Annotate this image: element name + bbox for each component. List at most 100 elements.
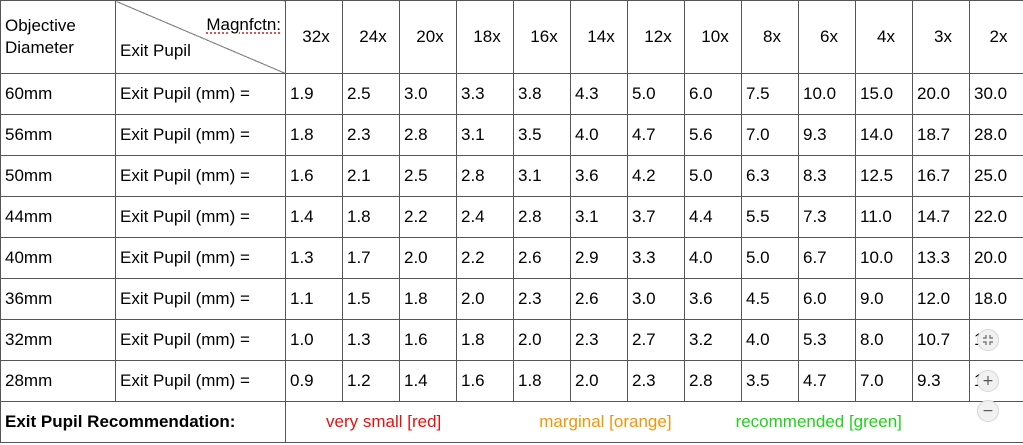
exit-pupil-value-cell: 7.0 bbox=[741, 114, 799, 156]
exit-pupil-value-cell: 1.9 bbox=[285, 73, 343, 115]
exit-pupil-value-cell: 9.3 bbox=[798, 114, 856, 156]
exit-pupil-value-cell: 14.7 bbox=[912, 196, 970, 238]
exit-pupil-value-cell: 5.5 bbox=[741, 196, 799, 238]
exit-pupil-value-cell: 4.0 bbox=[684, 237, 742, 279]
exit-pupil-value-cell: 15.0 bbox=[855, 73, 913, 115]
exit-pupil-value-cell: 3.2 bbox=[684, 319, 742, 361]
exit-pupil-label-cell: Exit Pupil (mm) = bbox=[115, 319, 286, 361]
exit-pupil-value-cell: 2.6 bbox=[570, 278, 628, 320]
exit-pupil-value-cell: 14.0 bbox=[855, 114, 913, 156]
legend-orange: marginal [orange] bbox=[539, 412, 672, 431]
exit-pupil-value-cell: 4.7 bbox=[798, 360, 856, 402]
exit-pupil-label-cell: Exit Pupil (mm) = bbox=[115, 155, 286, 197]
exit-pupil-value-cell: 22.0 bbox=[969, 196, 1023, 238]
exit-pupil-label-cell: Exit Pupil (mm) = bbox=[115, 278, 286, 320]
exit-pupil-value-cell: 1.7 bbox=[342, 237, 400, 279]
magnification-header-label: Magnfctn: bbox=[206, 15, 281, 34]
legend-red: very small [red] bbox=[326, 412, 442, 431]
objective-diameter-cell: 36mm bbox=[0, 278, 116, 320]
objective-diameter-cell: 56mm bbox=[0, 114, 116, 156]
exit-pupil-value-cell: 4.0 bbox=[741, 319, 799, 361]
exit-pupil-value-cell: 20.0 bbox=[912, 73, 970, 115]
exit-pupil-value-cell: 2.8 bbox=[513, 196, 571, 238]
exit-pupil-value-cell: 4.5 bbox=[741, 278, 799, 320]
exit-pupil-value-cell: 25.0 bbox=[969, 155, 1023, 197]
table-row: 44mm Exit Pupil (mm) = 1.4 1.8 2.2 2.4 2.8 3.1 3… bbox=[0, 196, 1023, 238]
mag-header-32x: 32x bbox=[285, 0, 343, 74]
mag-header-8x: 8x bbox=[741, 0, 799, 74]
recommendation-row: Exit Pupil Recommendation: very small [r… bbox=[0, 401, 1023, 443]
table-row: 60mm Exit Pupil (mm) = 1.9 2.5 3.0 3.3 3.8 4.3 5… bbox=[0, 73, 1023, 115]
fit-screen-icon bbox=[983, 335, 993, 345]
exit-pupil-value-cell: 1.1 bbox=[285, 278, 343, 320]
exit-pupil-label-cell: Exit Pupil (mm) = bbox=[115, 360, 286, 402]
legend-green: recommended [green] bbox=[735, 412, 902, 431]
fit-screen-button[interactable] bbox=[977, 329, 999, 351]
exit-pupil-value-cell: 6.3 bbox=[741, 155, 799, 197]
exit-pupil-value-cell: 6.0 bbox=[684, 73, 742, 115]
exit-pupil-value-cell: 1.5 bbox=[342, 278, 400, 320]
mag-header-10x: 10x bbox=[684, 0, 742, 74]
exit-pupil-value-cell: 4.0 bbox=[570, 114, 628, 156]
table-row: 50mm Exit Pupil (mm) = 1.6 2.1 2.5 2.8 3.1 3.6 4… bbox=[0, 155, 1023, 197]
exit-pupil-value-cell: 5.0 bbox=[627, 73, 685, 115]
exit-pupil-value-cell: 4.7 bbox=[627, 114, 685, 156]
exit-pupil-value-cell: 9.3 bbox=[912, 360, 970, 402]
exit-pupil-label-cell: Exit Pupil (mm) = bbox=[115, 196, 286, 238]
objective-diameter-cell: 40mm bbox=[0, 237, 116, 279]
exit-pupil-value-cell: 2.9 bbox=[570, 237, 628, 279]
exit-pupil-value-cell: 2.0 bbox=[456, 278, 514, 320]
exit-pupil-value-cell: 1.8 bbox=[399, 278, 457, 320]
recommendation-legend: very small [red] marginal [orange] recom… bbox=[285, 401, 1023, 443]
exit-pupil-value-cell: 4.4 bbox=[684, 196, 742, 238]
header-row: Objective Diameter Magnfctn: Exit Pupil … bbox=[0, 0, 1023, 74]
exit-pupil-value-cell: 7.3 bbox=[798, 196, 856, 238]
exit-pupil-value-cell: 0.9 bbox=[285, 360, 343, 402]
exit-pupil-value-cell: 1.8 bbox=[342, 196, 400, 238]
exit-pupil-value-cell: 3.5 bbox=[741, 360, 799, 402]
exit-pupil-value-cell: 20.0 bbox=[969, 237, 1023, 279]
exit-pupil-value-cell: 4.3 bbox=[570, 73, 628, 115]
exit-pupil-value-cell: 2.4 bbox=[456, 196, 514, 238]
exit-pupil-value-cell: 1.3 bbox=[342, 319, 400, 361]
exit-pupil-value-cell: 28.0 bbox=[969, 114, 1023, 156]
exit-pupil-value-cell: 6.0 bbox=[798, 278, 856, 320]
exit-pupil-header-label: Exit Pupil bbox=[120, 41, 191, 60]
exit-pupil-value-cell: 12.0 bbox=[912, 278, 970, 320]
zoom-in-button[interactable]: + bbox=[977, 370, 999, 392]
exit-pupil-value-cell: 11.0 bbox=[855, 196, 913, 238]
exit-pupil-value-cell: 6.7 bbox=[798, 237, 856, 279]
objective-diameter-cell: 50mm bbox=[0, 155, 116, 197]
exit-pupil-value-cell: 1.6 bbox=[285, 155, 343, 197]
exit-pupil-value-cell: 2.6 bbox=[513, 237, 571, 279]
exit-pupil-value-cell: 5.0 bbox=[741, 237, 799, 279]
mag-header-12x: 12x bbox=[627, 0, 685, 74]
mag-header-3x: 3x bbox=[912, 0, 970, 74]
objective-diameter-header: Objective Diameter bbox=[0, 0, 116, 74]
exit-pupil-value-cell: 2.0 bbox=[513, 319, 571, 361]
exit-pupil-value-cell: 1.8 bbox=[456, 319, 514, 361]
exit-pupil-value-cell: 2.3 bbox=[342, 114, 400, 156]
mag-header-14x: 14x bbox=[570, 0, 628, 74]
table-row: 28mm Exit Pupil (mm) = 0.9 1.2 1.4 1.6 1.8 2.0 2… bbox=[0, 360, 1023, 402]
mag-header-4x: 4x bbox=[855, 0, 913, 74]
exit-pupil-label-cell: Exit Pupil (mm) = bbox=[115, 114, 286, 156]
zoom-out-button[interactable]: − bbox=[977, 400, 999, 422]
table-row: 56mm Exit Pupil (mm) = 1.8 2.3 2.8 3.1 3.5 4.0 4… bbox=[0, 114, 1023, 156]
exit-pupil-label-cell: Exit Pupil (mm) = bbox=[115, 237, 286, 279]
recommendation-title: Exit Pupil Recommendation: bbox=[0, 401, 286, 443]
exit-pupil-value-cell: 1.6 bbox=[456, 360, 514, 402]
exit-pupil-value-cell: 3.6 bbox=[570, 155, 628, 197]
exit-pupil-value-cell: 3.7 bbox=[627, 196, 685, 238]
exit-pupil-value-cell: 2.3 bbox=[570, 319, 628, 361]
exit-pupil-value-cell: 1.0 bbox=[285, 319, 343, 361]
exit-pupil-value-cell: 3.3 bbox=[456, 73, 514, 115]
exit-pupil-value-cell: 10.7 bbox=[912, 319, 970, 361]
exit-pupil-value-cell: 9.0 bbox=[855, 278, 913, 320]
mag-header-18x: 18x bbox=[456, 0, 514, 74]
mag-header-2x: 2x bbox=[969, 0, 1023, 74]
exit-pupil-value-cell: 8.0 bbox=[855, 319, 913, 361]
exit-pupil-value-cell: 3.1 bbox=[456, 114, 514, 156]
exit-pupil-value-cell: 1.6 bbox=[399, 319, 457, 361]
exit-pupil-value-cell: 7.0 bbox=[855, 360, 913, 402]
